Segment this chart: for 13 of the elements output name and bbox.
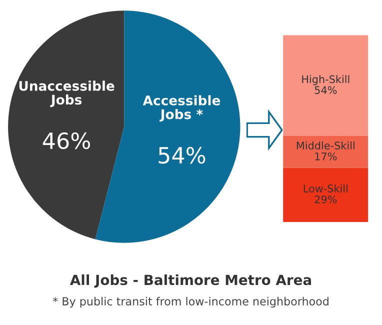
- pie-slice: [8, 10, 124, 240]
- series-label: Middle-Skill: [296, 141, 354, 150]
- series-label: Low-Skill: [304, 184, 348, 192]
- text: * By public transit from low-income neighborhood: [52, 296, 328, 308]
- data-label: 29%: [314, 195, 337, 204]
- data-label: 17%: [315, 152, 337, 160]
- data-label: 46%: [42, 132, 90, 150]
- slice-label: Unaccessible Jobs: [19, 80, 114, 108]
- series-label: High-Skill: [302, 75, 350, 86]
- text: All Jobs - Baltimore Metro Area: [70, 274, 312, 288]
- data-label: 54%: [158, 146, 206, 164]
- slice-label: Accessible Jobs *: [142, 95, 220, 122]
- data-label: 54%: [314, 86, 337, 94]
